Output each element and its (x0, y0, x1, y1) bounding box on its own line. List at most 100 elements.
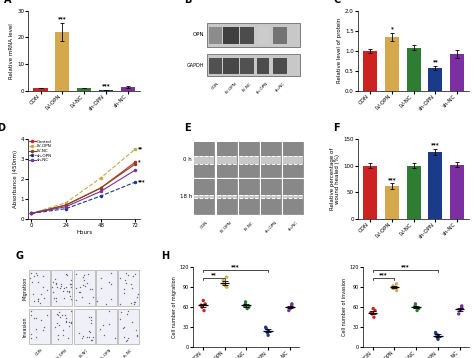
Text: *: * (138, 159, 141, 164)
Text: sh-OPN: sh-OPN (100, 348, 113, 358)
Bar (55, 32, 69, 91)
Point (111, 335, 119, 341)
sh-NC (98, 189, 103, 194)
Point (49, 279, 57, 285)
sh-OPN (98, 194, 103, 198)
Point (108, 296, 115, 301)
Point (132, 327, 139, 333)
Point (368, 311, 376, 317)
Point (80, 277, 88, 283)
Point (119, 325, 127, 331)
Bar (118, 309, 139, 344)
Point (88, 337, 95, 343)
Point (67, 320, 75, 326)
Point (78, 295, 86, 300)
Point (393, 287, 401, 293)
Point (200, 308, 208, 313)
sh-NC (133, 168, 138, 172)
Bar (273, 27, 287, 44)
Point (79, 334, 86, 339)
Point (411, 301, 419, 307)
LV-NC (133, 162, 138, 166)
Point (107, 271, 115, 276)
Bar (283, 156, 303, 164)
Point (65, 289, 73, 294)
Text: ***: *** (431, 142, 440, 147)
Point (57, 281, 64, 286)
Point (72, 285, 80, 291)
Point (56, 285, 64, 291)
Point (34, 299, 41, 304)
Point (455, 311, 463, 317)
Y-axis label: Cell number of invasion: Cell number of invasion (342, 278, 347, 336)
Point (432, 331, 440, 337)
Point (434, 334, 441, 340)
Point (133, 332, 141, 337)
Point (116, 301, 124, 306)
Point (57, 283, 64, 289)
Point (197, 302, 205, 308)
Bar (194, 142, 214, 156)
Text: LV-OPN: LV-OPN (55, 348, 68, 358)
Point (85, 334, 92, 339)
Point (131, 271, 138, 276)
Point (55, 313, 62, 318)
Point (125, 335, 132, 341)
Point (134, 291, 141, 297)
sh-OPN (133, 180, 138, 184)
Point (96, 326, 104, 332)
Legend: Control, LV-OPN, LV-NC, sh-OPN, sh-NC: Control, LV-OPN, LV-NC, sh-OPN, sh-NC (29, 140, 52, 162)
Text: sh-NC: sh-NC (123, 348, 134, 358)
Bar (240, 27, 255, 44)
Point (121, 277, 128, 283)
Point (67, 293, 74, 299)
Line: sh-OPN: sh-OPN (30, 181, 137, 214)
Bar (120, 87, 135, 91)
Text: LV-OPN: LV-OPN (220, 221, 233, 234)
Text: CON: CON (211, 81, 220, 91)
Point (432, 330, 439, 335)
sh-OPN (63, 207, 69, 211)
Bar (194, 156, 214, 164)
Bar (51, 309, 73, 344)
Bar (261, 156, 281, 164)
Point (85, 314, 92, 320)
Point (264, 332, 272, 338)
Point (86, 286, 94, 292)
Bar (428, 68, 442, 91)
Bar (261, 164, 281, 178)
Y-axis label: Relative percentage of
wound healed (%): Relative percentage of wound healed (%) (330, 148, 340, 210)
Point (263, 326, 270, 332)
Point (55, 332, 62, 338)
Text: ***: *** (58, 16, 67, 21)
Point (32, 270, 40, 276)
Bar (207, 54, 300, 77)
Point (64, 335, 72, 341)
Point (53, 320, 61, 325)
Point (27, 275, 34, 281)
Point (90, 294, 97, 300)
Bar (207, 23, 300, 47)
Text: G: G (15, 251, 23, 261)
Point (28, 279, 36, 285)
Point (243, 306, 251, 311)
Point (75, 330, 82, 335)
Bar (194, 164, 214, 178)
Point (201, 301, 209, 307)
Point (367, 310, 374, 315)
Bar (194, 198, 214, 214)
Text: Migration: Migration (22, 276, 27, 300)
Point (54, 284, 61, 290)
Bar (217, 142, 237, 178)
Text: E: E (184, 123, 191, 133)
Point (59, 332, 67, 338)
Point (88, 337, 95, 343)
Bar (217, 179, 237, 195)
Point (29, 291, 36, 297)
Point (61, 312, 69, 318)
Bar (217, 164, 237, 178)
Bar (283, 198, 303, 214)
Point (49, 284, 56, 289)
Bar (194, 179, 214, 195)
Bar (34, 88, 48, 91)
